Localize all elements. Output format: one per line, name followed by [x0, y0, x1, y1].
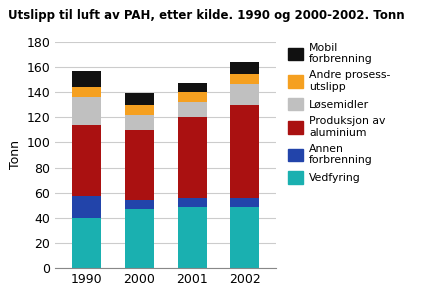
- Bar: [230, 105, 259, 198]
- Bar: [230, 207, 259, 268]
- Bar: [125, 200, 154, 209]
- Bar: [125, 130, 154, 200]
- Bar: [178, 102, 207, 117]
- Bar: [72, 71, 101, 87]
- Y-axis label: Tonn: Tonn: [9, 140, 23, 170]
- Bar: [72, 218, 101, 268]
- Bar: [230, 198, 259, 207]
- Bar: [178, 83, 207, 92]
- Bar: [178, 207, 207, 268]
- Bar: [72, 87, 101, 97]
- Bar: [178, 117, 207, 198]
- Bar: [230, 74, 259, 85]
- Bar: [125, 115, 154, 130]
- Bar: [178, 92, 207, 102]
- Bar: [230, 85, 259, 105]
- Bar: [125, 209, 154, 268]
- Bar: [125, 93, 154, 105]
- Text: Utslipp til luft av PAH, etter kilde. 1990 og 2000-2002. Tonn: Utslipp til luft av PAH, etter kilde. 19…: [8, 9, 405, 22]
- Bar: [178, 198, 207, 207]
- Legend: Mobil
forbrenning, Andre prosess-
utslipp, Løsemidler, Produksjon av
aluminium, : Mobil forbrenning, Andre prosess- utslip…: [288, 43, 390, 184]
- Bar: [125, 105, 154, 115]
- Bar: [72, 196, 101, 218]
- Bar: [72, 97, 101, 125]
- Bar: [230, 62, 259, 74]
- Bar: [72, 125, 101, 196]
